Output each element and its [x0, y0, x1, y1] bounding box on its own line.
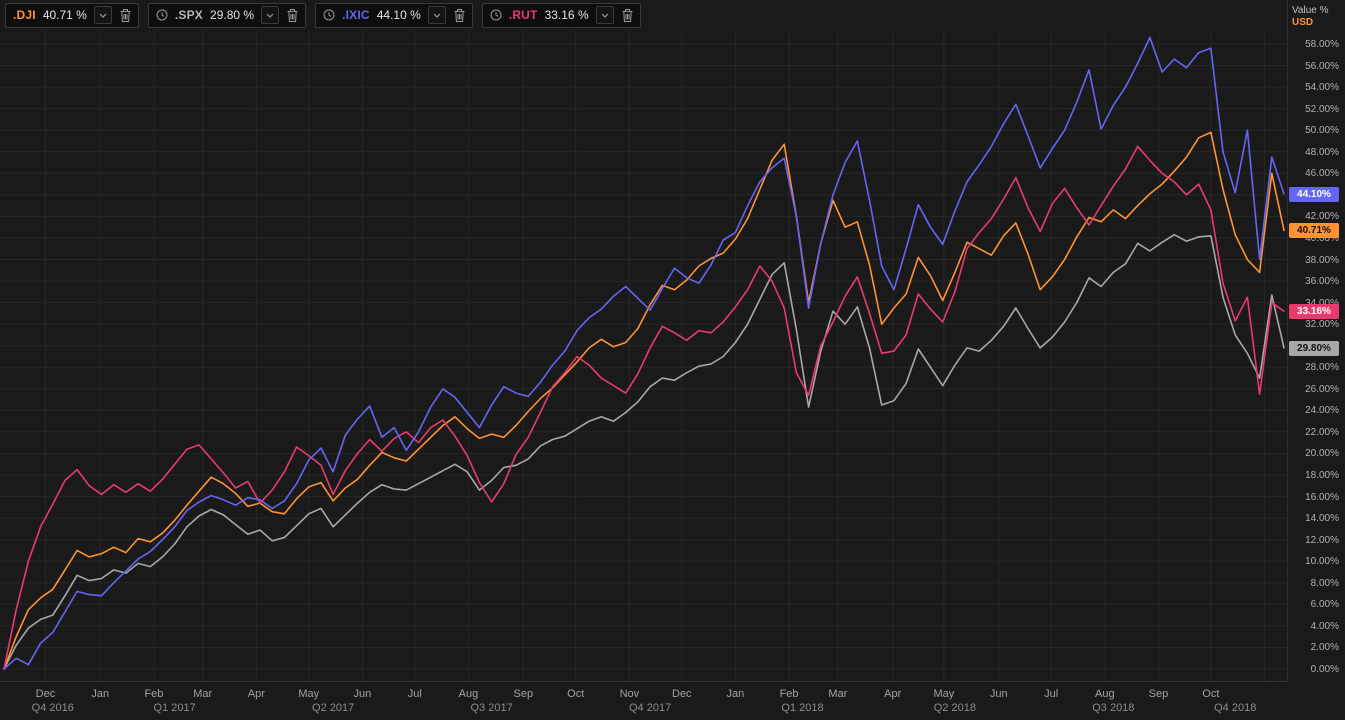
- series-line-ixic: [3, 36, 1285, 670]
- y-tick-label: 46.00%: [1305, 168, 1339, 180]
- y-tick-label: 12.00%: [1305, 534, 1339, 546]
- quarter-label: Q2 2017: [312, 702, 355, 714]
- quarter-label: Q1 2017: [153, 702, 196, 714]
- chevron-down-icon[interactable]: [595, 6, 614, 24]
- month-label: Mar: [193, 688, 213, 700]
- quarter-label: Q4 2016: [31, 702, 74, 714]
- value-axis[interactable]: Value % USD 58.00% 56.00% 54.00% 52.00% 50.0…: [1287, 0, 1345, 682]
- clock-icon: [323, 9, 335, 21]
- quarter-label: Q3 2017: [470, 702, 513, 714]
- month-label: Jul: [1044, 688, 1059, 700]
- instrument-chip-dji[interactable]: .DJI 40.71 %: [5, 2, 139, 28]
- month-label: Apr: [247, 688, 265, 700]
- y-tick-label: 34.00%: [1305, 297, 1339, 309]
- quarter-label: Q1 2018: [781, 702, 824, 714]
- series-line-rut: [3, 145, 1285, 670]
- y-tick-label: 2.00%: [1310, 642, 1339, 654]
- y-tick-label: 10.00%: [1305, 556, 1339, 568]
- y-tick-label: 4.00%: [1310, 620, 1339, 632]
- month-label: Oct: [1202, 688, 1220, 700]
- y-tick-label: 48.00%: [1305, 146, 1339, 158]
- month-label: Jan: [726, 688, 745, 700]
- y-tick-label: 32.00%: [1305, 319, 1339, 331]
- y-tick-label: 8.00%: [1310, 577, 1339, 589]
- time-axis[interactable]: Dec Jan Feb Mar Apr May Jun Jul Aug Sep Oct Nov Dec J…: [0, 682, 1287, 720]
- instrument-chip-ixic[interactable]: .IXIC 44.10 %: [315, 2, 473, 28]
- quarter-label: Q4 2017: [628, 702, 672, 714]
- trash-icon[interactable]: [453, 8, 465, 22]
- y-tick-label: 36.00%: [1305, 276, 1339, 288]
- month-label: Apr: [884, 688, 902, 700]
- y-tick-label: 40.00%: [1305, 232, 1339, 244]
- y-tick-label: 52.00%: [1305, 103, 1339, 115]
- y-tick-label: 24.00%: [1305, 405, 1339, 417]
- last-value-badge-dji: 40.71%: [1289, 223, 1339, 239]
- axis-unit-label: USD: [1292, 17, 1314, 28]
- y-tick-label: 58.00%: [1305, 39, 1339, 50]
- month-label: Oct: [567, 688, 585, 700]
- month-label: Aug: [1095, 688, 1115, 700]
- last-value-badge-rut: 33.16%: [1289, 304, 1339, 320]
- instrument-chip-rut[interactable]: .RUT 33.16 %: [481, 2, 641, 28]
- month-label: May: [298, 688, 320, 700]
- chevron-down-icon[interactable]: [93, 6, 112, 24]
- month-label: May: [933, 688, 955, 700]
- y-tick-label: 22.00%: [1305, 426, 1339, 438]
- month-label: Jun: [989, 688, 1008, 700]
- month-label: Feb: [779, 688, 799, 700]
- axis-title: Value %: [1292, 5, 1329, 16]
- instrument-value: 33.16 %: [544, 8, 589, 22]
- month-label: Sep: [513, 688, 534, 700]
- last-value-badge-spx: 29.80%: [1289, 340, 1339, 356]
- chevron-down-icon[interactable]: [427, 6, 446, 24]
- y-tick-label: 0.00%: [1310, 664, 1339, 675]
- clock-icon: [490, 9, 502, 21]
- y-tick-label: 56.00%: [1305, 60, 1339, 72]
- y-tick-label: 18.00%: [1305, 470, 1339, 482]
- quarter-label: Q4 2018: [1214, 702, 1257, 714]
- last-value-badge-ixic: 44.10%: [1289, 186, 1339, 202]
- y-tick-label: 38.00%: [1305, 254, 1339, 266]
- trash-icon[interactable]: [621, 8, 633, 22]
- trash-icon[interactable]: [286, 8, 298, 22]
- chart-canvas[interactable]: [0, 30, 1287, 682]
- instrument-toolbar: .DJI 40.71 % .SPX 29.80 % .IXIC 44.10 %: [0, 0, 1287, 30]
- month-label: Jan: [91, 688, 110, 700]
- trash-icon[interactable]: [119, 8, 131, 22]
- y-tick-label: 54.00%: [1305, 82, 1339, 94]
- instrument-value: 44.10 %: [376, 8, 421, 22]
- month-label: Jul: [407, 688, 422, 700]
- y-tick-label: 28.00%: [1305, 362, 1339, 374]
- instrument-symbol: .RUT: [508, 8, 538, 22]
- month-label: Jun: [353, 688, 372, 700]
- instrument-value: 40.71 %: [42, 8, 87, 22]
- instrument-symbol: .IXIC: [342, 8, 370, 22]
- y-tick-label: 6.00%: [1310, 599, 1339, 611]
- y-tick-label: 50.00%: [1305, 125, 1339, 137]
- chevron-down-icon[interactable]: [261, 6, 280, 24]
- y-tick-label: 42.00%: [1305, 211, 1339, 223]
- month-label: Mar: [828, 688, 848, 700]
- month-label: Dec: [672, 688, 692, 700]
- series-line-spx: [3, 233, 1285, 670]
- instrument-symbol: .SPX: [174, 8, 204, 22]
- instrument-symbol: .DJI: [13, 8, 36, 22]
- y-tick-label: 16.00%: [1305, 491, 1339, 503]
- month-label: Aug: [458, 688, 479, 700]
- quarter-label: Q3 2018: [1092, 702, 1135, 714]
- instrument-chip-spx[interactable]: .SPX 29.80 %: [147, 2, 307, 28]
- y-tick-label: 20.00%: [1305, 448, 1339, 460]
- quarter-label: Q2 2018: [933, 702, 976, 714]
- y-tick-label: 26.00%: [1305, 383, 1339, 395]
- month-label: Nov: [619, 688, 640, 700]
- y-tick-label: 14.00%: [1305, 513, 1339, 525]
- month-label: Feb: [144, 688, 164, 700]
- series-line-dji: [3, 131, 1285, 670]
- month-label: Sep: [1148, 688, 1169, 700]
- month-label: Dec: [35, 688, 56, 700]
- instrument-value: 29.80 %: [210, 8, 255, 22]
- clock-icon: [156, 9, 168, 21]
